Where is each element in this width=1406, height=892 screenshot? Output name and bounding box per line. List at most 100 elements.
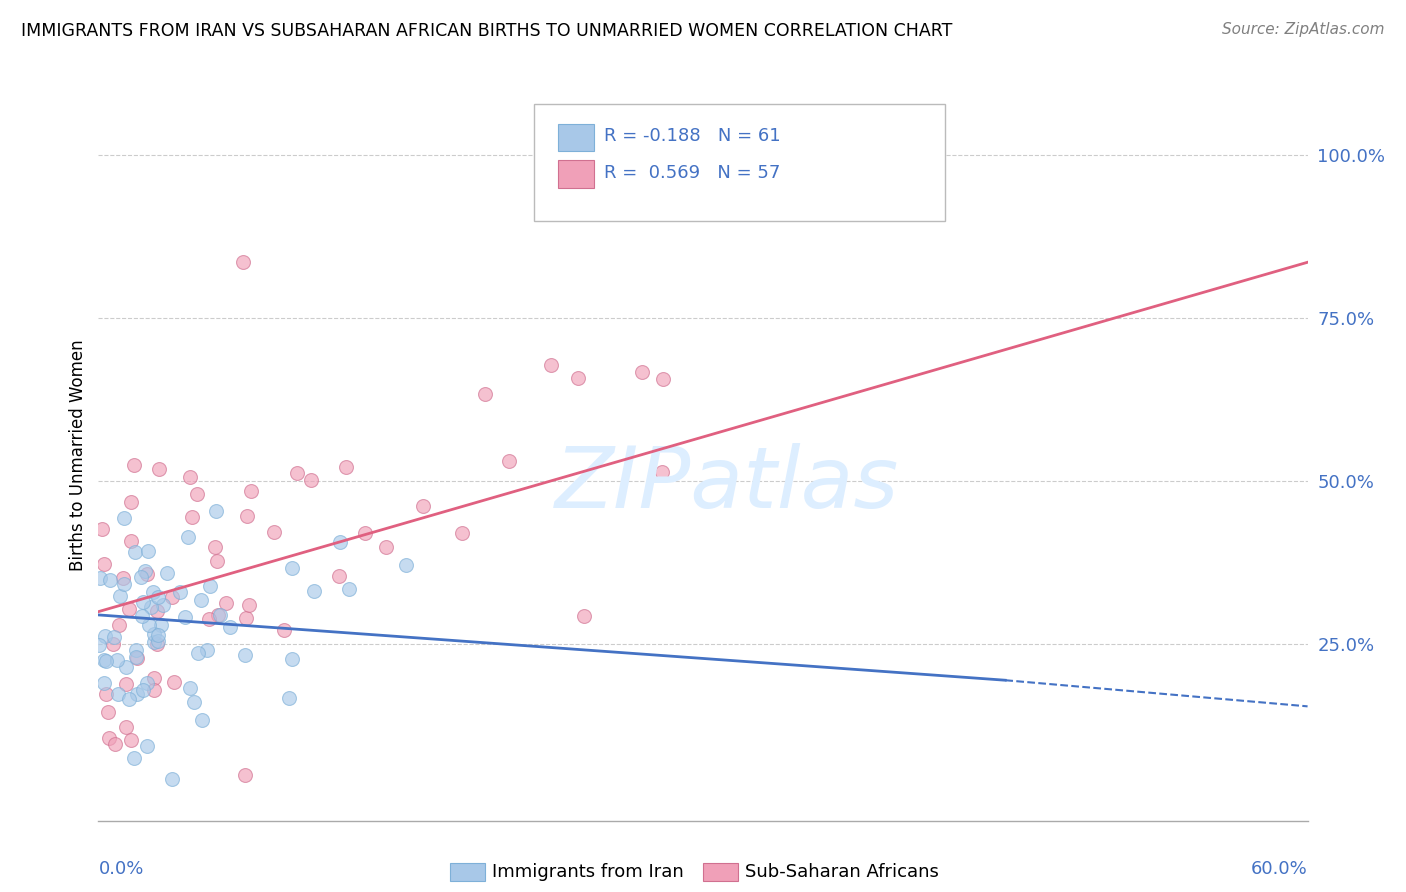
FancyBboxPatch shape xyxy=(558,124,595,152)
Point xyxy=(233,768,256,782)
Point xyxy=(120,494,142,508)
Point xyxy=(205,504,228,518)
Point xyxy=(94,687,117,701)
Point xyxy=(353,525,375,540)
Point xyxy=(181,509,204,524)
Point xyxy=(630,365,652,379)
Point xyxy=(112,511,135,525)
Point xyxy=(278,690,301,705)
Point xyxy=(572,609,595,624)
Point xyxy=(238,598,260,612)
Point xyxy=(105,653,128,667)
Point xyxy=(207,607,229,622)
Point xyxy=(104,737,127,751)
Point xyxy=(131,608,153,623)
Point xyxy=(124,458,146,472)
Point xyxy=(240,484,263,499)
Point xyxy=(108,589,131,603)
Point xyxy=(163,675,186,690)
Point xyxy=(652,372,675,386)
Point xyxy=(156,566,179,580)
Point xyxy=(103,630,125,644)
Point xyxy=(179,681,201,695)
Point xyxy=(108,618,131,632)
Point xyxy=(176,530,198,544)
Point xyxy=(232,254,254,268)
Point xyxy=(146,634,169,648)
Point xyxy=(138,618,160,632)
Point xyxy=(134,564,156,578)
Text: Immigrants from Iran: Immigrants from Iran xyxy=(492,863,683,881)
Point xyxy=(450,526,472,541)
Point xyxy=(132,595,155,609)
Point xyxy=(114,660,136,674)
Point xyxy=(136,543,159,558)
Point xyxy=(233,648,256,663)
Point xyxy=(148,462,170,476)
Text: Sub-Saharan Africans: Sub-Saharan Africans xyxy=(745,863,939,881)
Text: R =  0.569   N = 57: R = 0.569 N = 57 xyxy=(603,163,780,182)
Text: 60.0%: 60.0% xyxy=(1251,860,1308,878)
Point xyxy=(97,705,120,719)
Point xyxy=(146,604,169,618)
Point xyxy=(93,676,115,690)
Point xyxy=(111,570,134,584)
Point xyxy=(395,558,418,572)
Point xyxy=(149,618,172,632)
Point xyxy=(143,683,166,698)
Point xyxy=(125,650,148,665)
Point xyxy=(186,487,208,501)
Point xyxy=(498,454,520,468)
FancyBboxPatch shape xyxy=(558,161,595,188)
Point xyxy=(124,545,146,559)
Point xyxy=(281,652,304,666)
Point xyxy=(329,535,352,549)
Point xyxy=(96,654,118,668)
Text: ZIPatlas: ZIPatlas xyxy=(555,442,900,525)
Text: IMMIGRANTS FROM IRAN VS SUBSAHARAN AFRICAN BIRTHS TO UNMARRIED WOMEN CORRELATION: IMMIGRANTS FROM IRAN VS SUBSAHARAN AFRIC… xyxy=(21,22,952,40)
Point xyxy=(179,470,201,484)
Point xyxy=(567,371,589,385)
Point xyxy=(235,611,257,625)
Point xyxy=(118,691,141,706)
Point xyxy=(146,590,169,604)
Point xyxy=(263,525,285,540)
Point xyxy=(160,591,183,605)
Point xyxy=(114,677,136,691)
Point xyxy=(98,573,121,587)
Y-axis label: Births to Unmarried Women: Births to Unmarried Women xyxy=(69,339,87,571)
Point xyxy=(209,608,232,623)
Point xyxy=(90,522,112,536)
Point xyxy=(103,636,125,650)
Point xyxy=(148,628,170,642)
Point xyxy=(152,598,174,612)
Point xyxy=(218,620,240,634)
Point xyxy=(169,585,191,599)
Point xyxy=(131,682,153,697)
Point xyxy=(173,610,195,624)
Point xyxy=(273,623,295,637)
Point xyxy=(93,557,115,571)
Point xyxy=(146,637,169,651)
Point xyxy=(114,720,136,734)
Point xyxy=(337,582,360,596)
Point xyxy=(540,358,562,372)
Point xyxy=(98,731,121,746)
Point xyxy=(135,739,157,753)
Point xyxy=(93,653,115,667)
Point xyxy=(335,460,357,475)
Point xyxy=(135,567,157,582)
Point xyxy=(125,650,148,665)
Point xyxy=(142,671,165,685)
Point xyxy=(107,687,129,701)
Point xyxy=(651,466,673,480)
Point xyxy=(94,629,117,643)
Text: Source: ZipAtlas.com: Source: ZipAtlas.com xyxy=(1222,22,1385,37)
Point xyxy=(195,643,218,657)
Point xyxy=(285,466,308,480)
Text: 0.0%: 0.0% xyxy=(98,860,143,878)
Point xyxy=(125,687,148,701)
Point xyxy=(117,601,139,615)
Point xyxy=(143,627,166,641)
Point xyxy=(136,676,159,690)
